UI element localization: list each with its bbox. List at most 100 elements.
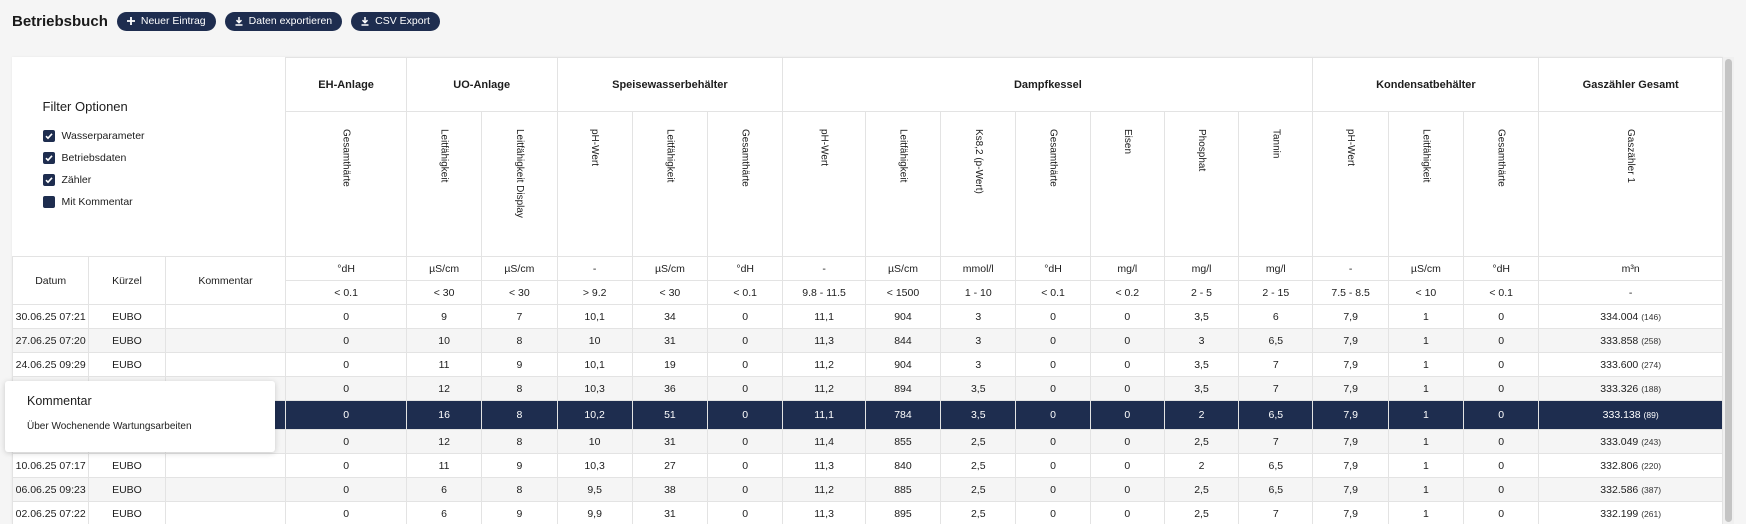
value-cell: 1	[1387, 477, 1465, 502]
unit-cell: -	[782, 256, 866, 281]
value-cell: 3	[940, 328, 1017, 353]
value-cell: 6,5	[1238, 328, 1314, 353]
value-cell: 1	[1387, 304, 1465, 329]
gas-delta: (220)	[1641, 460, 1662, 471]
value-cell: 6	[1238, 304, 1314, 329]
table-row[interactable]: 27.06.25 07:20 EUBO 0 10 8 10 31 0 11,3 844 3 0 0 3 6,…	[12, 328, 1723, 353]
value-cell: 0	[1089, 477, 1165, 502]
gas-delta: (387)	[1641, 484, 1662, 495]
unit-cell: mg/l	[1089, 256, 1165, 281]
filter-title: Filter Optionen	[42, 98, 128, 114]
export-data-button[interactable]: Daten exportieren	[224, 11, 343, 31]
value-cell: 9	[481, 453, 558, 478]
csv-export-button[interactable]: CSV Export	[351, 11, 440, 31]
comment-cell[interactable]	[164, 352, 287, 377]
value-cell: 6	[405, 477, 483, 502]
value-cell: 7	[1238, 501, 1314, 524]
checkbox-checked-icon[interactable]	[42, 173, 55, 186]
value-cell: 885	[864, 477, 942, 502]
unit-cell: °dH	[1015, 256, 1091, 281]
unit-cell: °dH	[707, 256, 784, 281]
checkbox-icon[interactable]	[42, 195, 55, 208]
value-cell: 7,9	[1312, 328, 1389, 353]
value-cell: 11,2	[782, 376, 866, 401]
table-row[interactable]: 30.06.25 07:21 EUBO 0 9 7 10,1 34 0 11,1 904 3 0 0 3,…	[12, 304, 1723, 329]
table-row[interactable]: 02.06.25 07:22 EUBO 0 6 9 9,9 31 0 11,3 895 2,5 0 0 2…	[12, 501, 1723, 524]
scrollbar-thumb[interactable]	[1725, 59, 1732, 522]
param-header: Eisen	[1089, 111, 1165, 257]
filter-option[interactable]: Mit Kommentar	[42, 191, 285, 213]
param-label: Gesamthärte	[739, 129, 751, 187]
value-cell: 11,3	[782, 453, 866, 478]
range-cell: < 0.1	[1015, 280, 1091, 305]
value-cell: 3,5	[1163, 352, 1240, 377]
param-label: Gesamthärte	[1495, 129, 1507, 187]
user-cell: EUBO	[88, 304, 166, 329]
value-cell: 0	[707, 477, 784, 502]
checkbox-checked-icon[interactable]	[42, 151, 55, 164]
gas-value: 334.004	[1600, 310, 1639, 323]
value-cell: 0	[1089, 328, 1165, 353]
value-cell: 0	[1463, 429, 1540, 454]
value-cell: 12	[405, 429, 483, 454]
param-label: Leitfähigkeit	[438, 129, 450, 183]
value-cell: 8	[481, 400, 558, 430]
range-cell: 9.8 - 11.5	[782, 280, 866, 305]
column-header[interactable]: Datum	[12, 256, 90, 305]
value-cell: 7,9	[1312, 501, 1389, 524]
user-cell: EUBO	[88, 501, 166, 524]
range-cell: < 10	[1387, 280, 1465, 305]
table-row[interactable]: 10.06.25 07:17 EUBO 0 11 9 10,3 27 0 11,3 840 2,5 0…	[12, 453, 1723, 478]
unit-cell: m³n	[1538, 256, 1723, 281]
comment-cell[interactable]	[164, 453, 287, 478]
csv-export-label: CSV Export	[375, 15, 430, 27]
filter-option[interactable]: Zähler	[42, 169, 285, 191]
page-title: Betriebsbuch	[12, 12, 108, 30]
gas-value: 333.138	[1602, 409, 1641, 421]
checkbox-checked-icon[interactable]	[42, 129, 55, 142]
value-cell: 0	[707, 376, 784, 401]
group-header: Kondensatbehälter	[1312, 57, 1540, 112]
column-header[interactable]: Kürzel	[88, 256, 166, 305]
column-header[interactable]: Kommentar	[164, 256, 287, 305]
comment-cell[interactable]	[164, 304, 287, 329]
vertical-scrollbar[interactable]	[1723, 57, 1734, 524]
value-cell: 38	[631, 477, 709, 502]
group-header: Gaszähler Gesamt	[1538, 57, 1723, 112]
table-row[interactable]: 24.06.25 09:29 EUBO 0 11 9 10,1 19 0 11,2 904 3 0 0 3…	[12, 352, 1723, 377]
gas-cell: 333.858 (258)	[1538, 328, 1723, 353]
value-cell: 3,5	[940, 376, 1017, 401]
range-cell: < 0.1	[1463, 280, 1540, 305]
comment-cell[interactable]	[164, 328, 287, 353]
param-label: Leitfähigkeit	[1420, 129, 1432, 183]
value-cell: 7,9	[1312, 400, 1389, 430]
value-cell: 0	[707, 328, 784, 353]
value-cell: 904	[864, 304, 942, 329]
param-header: Gaszähler 1	[1538, 111, 1723, 257]
comment-cell[interactable]	[164, 501, 287, 524]
gas-cell: 333.138 (89)	[1538, 400, 1723, 430]
unit-cell: µS/cm	[864, 256, 942, 281]
value-cell: 0	[285, 328, 407, 353]
value-cell: 0	[285, 400, 407, 430]
value-cell: 1	[1387, 400, 1465, 430]
value-cell: 2,5	[940, 501, 1017, 524]
value-cell: 7,9	[1312, 477, 1389, 502]
value-cell: 2,5	[940, 477, 1017, 502]
new-entry-button[interactable]: Neuer Eintrag	[116, 11, 216, 31]
value-cell: 11,1	[782, 400, 866, 430]
comment-cell[interactable]	[164, 477, 287, 502]
value-cell: 2	[1163, 453, 1240, 478]
unit-cell: -	[1312, 256, 1389, 281]
filter-option[interactable]: Wasserparameter	[42, 125, 285, 147]
param-header: Leitfähigkeit	[1387, 111, 1465, 257]
value-cell: 6	[405, 501, 483, 524]
value-cell: 10,3	[556, 453, 633, 478]
param-header: Leitfähigkeit	[631, 111, 709, 257]
value-cell: 3,5	[940, 400, 1017, 430]
value-cell: 0	[285, 352, 407, 377]
filter-option[interactable]: Betriebsdaten	[42, 147, 285, 169]
value-cell: 8	[481, 477, 558, 502]
param-header: Leitfähigkeit Display	[481, 111, 558, 257]
table-row[interactable]: 06.06.25 09:23 EUBO 0 6 8 9,5 38 0 11,2 885 2,5 0 0 2…	[12, 477, 1723, 502]
